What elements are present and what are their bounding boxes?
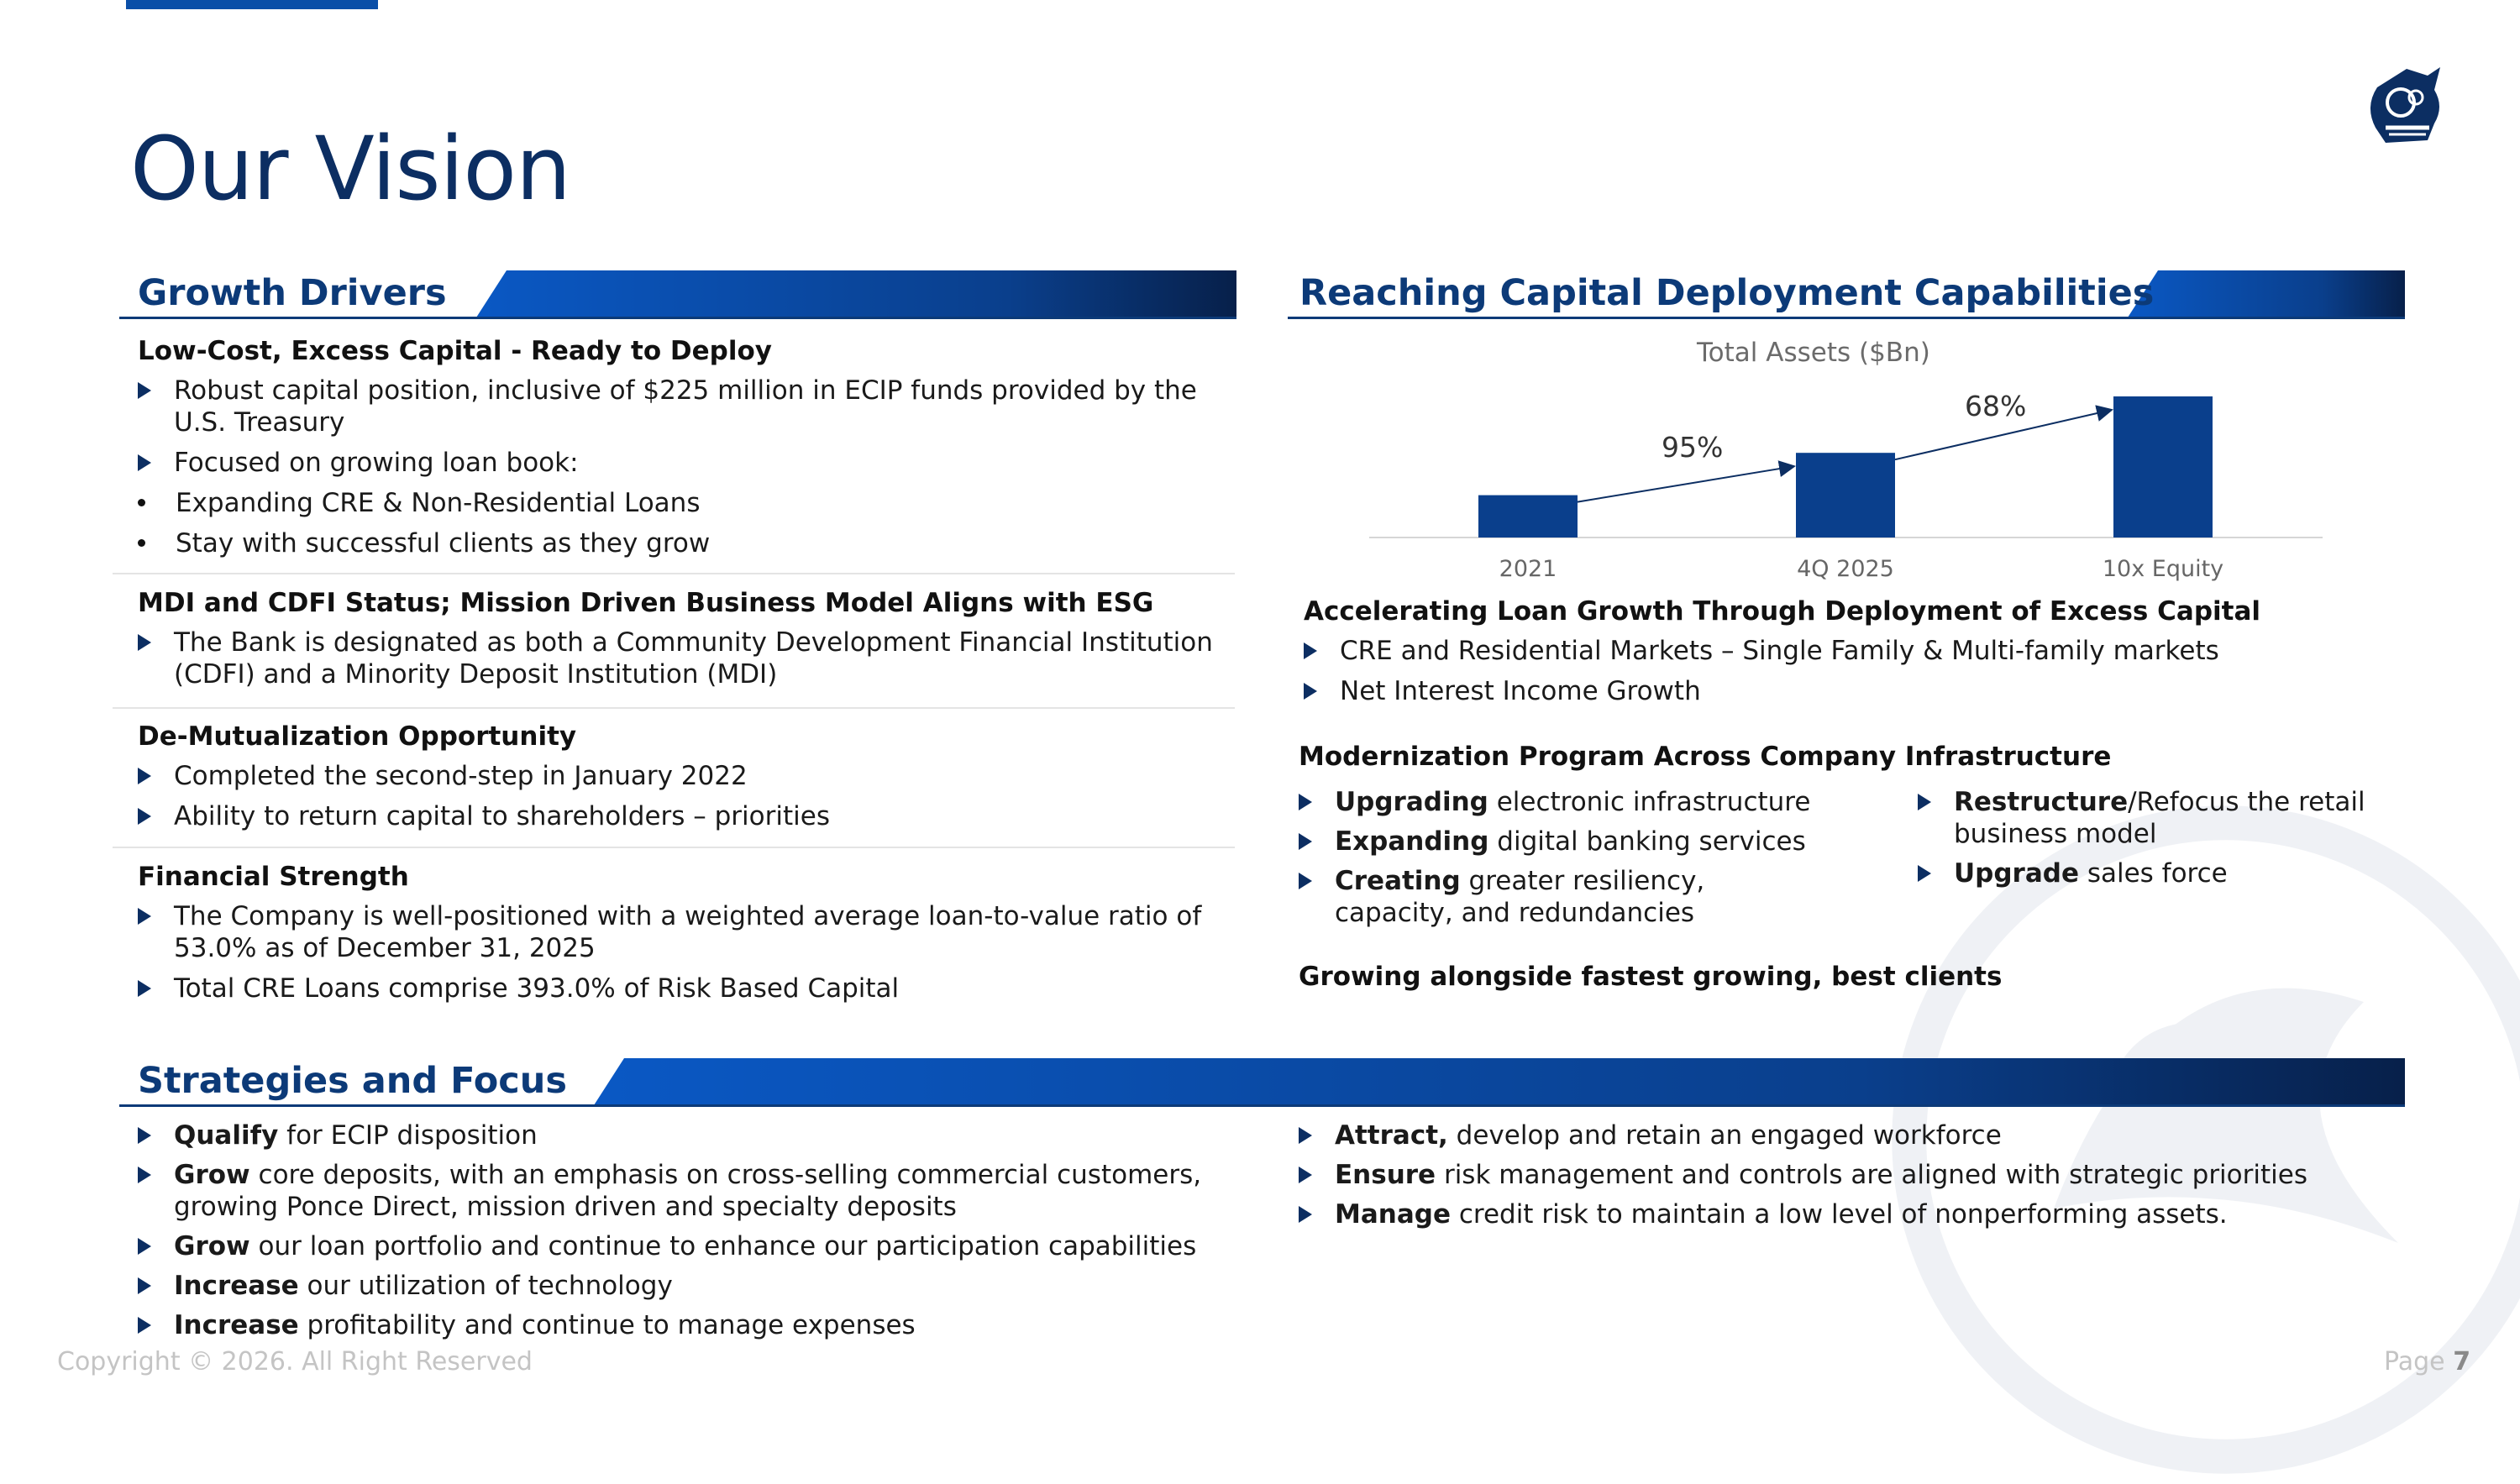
sub-list-item: Stay with successful clients as they gro…	[138, 527, 1221, 559]
list-item: Grow our loan portfolio and continue to …	[138, 1230, 1230, 1262]
list-item: Grow core deposits, with an emphasis on …	[138, 1159, 1230, 1223]
modernization-col-1: Upgrading electronic infrastructure Expa…	[1299, 786, 1836, 929]
list-item: Ensure risk management and controls are …	[1299, 1159, 2391, 1191]
growth-label: 95%	[1662, 431, 1724, 464]
growth-arrow	[1894, 405, 2113, 461]
company-logo	[2370, 67, 2440, 143]
capital-deployment-header: Reaching Capital Deployment Capabilities	[1288, 269, 2405, 319]
triangle-bullet-icon	[138, 908, 151, 925]
bar	[1796, 453, 1895, 537]
group-title: Modernization Program Across Company Inf…	[1299, 742, 2112, 772]
copyright-footer: Copyright © 2026. All Right Reserved	[57, 1347, 533, 1377]
list-item: Restructure/Refocus the retail business …	[1918, 786, 2405, 850]
triangle-bullet-icon	[138, 768, 151, 784]
triangle-bullet-icon	[138, 808, 151, 825]
list-item: Net Interest Income Growth	[1304, 675, 2396, 707]
accel-block: Accelerating Loan Growth Through Deploym…	[1304, 596, 2396, 707]
bar	[2113, 396, 2213, 537]
triangle-bullet-icon	[1299, 873, 1312, 889]
header-band	[2128, 270, 2405, 317]
divider	[113, 847, 1235, 848]
list-item: Attract, develop and retain an engaged w…	[1299, 1120, 2391, 1151]
list-item: Total CRE Loans comprise 393.0% of Risk …	[138, 973, 1221, 1004]
triangle-bullet-icon	[138, 1277, 151, 1294]
section-title: Strategies and Focus	[138, 1060, 567, 1102]
divider	[113, 707, 1235, 709]
list-item: Expanding digital banking services	[1299, 826, 1836, 857]
group-title: De-Mutualization Opportunity	[138, 721, 577, 752]
triangle-bullet-icon	[1299, 1167, 1312, 1183]
growth-drivers-body: Low-Cost, Excess Capital - Ready to Depl…	[138, 336, 1221, 559]
growth-label: 68%	[1965, 390, 2027, 422]
triangle-bullet-icon	[1918, 794, 1931, 810]
triangle-bullet-icon	[1304, 642, 1317, 659]
group-title: Accelerating Loan Growth Through Deploym…	[1304, 596, 2261, 627]
triangle-bullet-icon	[1299, 1127, 1312, 1144]
list-item: Upgrading electronic infrastructure	[1299, 786, 1836, 818]
list-item: Ability to return capital to shareholder…	[138, 800, 1221, 832]
list-item: Creating greater resiliency, capacity, a…	[1299, 865, 1805, 929]
strategies-header: Strategies and Focus	[119, 1057, 2405, 1107]
x-tick-label: 10x Equity	[2102, 556, 2224, 582]
triangle-bullet-icon	[138, 1238, 151, 1255]
triangle-bullet-icon	[138, 980, 151, 997]
section-title: Growth Drivers	[138, 272, 447, 314]
triangle-bullet-icon	[1299, 1206, 1312, 1223]
group-title: Low-Cost, Excess Capital - Ready to Depl…	[138, 336, 773, 366]
group-title: MDI and CDFI Status; Mission Driven Busi…	[138, 588, 1154, 618]
list-item: The Bank is designated as both a Communi…	[138, 627, 1221, 690]
divider	[113, 573, 1235, 574]
strategies-right: Attract, develop and retain an engaged w…	[1299, 1120, 2391, 1230]
page-title: Our Vision	[130, 118, 571, 220]
list-item: Robust capital position, inclusive of $2…	[138, 375, 1221, 438]
growth-drivers-body: De-Mutualization Opportunity Completed t…	[138, 721, 1221, 832]
list-item: Qualify for ECIP disposition	[138, 1120, 1230, 1151]
section-title: Reaching Capital Deployment Capabilities	[1299, 272, 2155, 314]
dot-bullet-icon	[138, 499, 145, 506]
page-number: Page 7	[2384, 1347, 2471, 1377]
top-accent-bar	[126, 0, 378, 9]
triangle-bullet-icon	[1304, 683, 1317, 700]
list-item: Completed the second-step in January 202…	[138, 760, 1221, 792]
growth-drivers-body: MDI and CDFI Status; Mission Driven Busi…	[138, 588, 1221, 690]
header-band	[594, 1058, 2405, 1105]
list-item: The Company is well-positioned with a we…	[138, 900, 1221, 964]
sub-list-item: Expanding CRE & Non-Residential Loans	[138, 487, 1221, 519]
triangle-bullet-icon	[138, 1127, 151, 1144]
header-rule	[119, 317, 1236, 319]
group-title: Financial Strength	[138, 862, 409, 892]
list-item: Increase our utilization of technology	[138, 1270, 1230, 1302]
modernization-col-2: Restructure/Refocus the retail business …	[1918, 786, 2405, 889]
triangle-bullet-icon	[1918, 865, 1931, 882]
triangle-bullet-icon	[138, 1167, 151, 1183]
triangle-bullet-icon	[138, 634, 151, 651]
bar	[1478, 495, 1578, 537]
x-tick-label: 2021	[1499, 556, 1557, 582]
triangle-bullet-icon	[1299, 833, 1312, 850]
triangle-bullet-icon	[138, 382, 151, 399]
triangle-bullet-icon	[1299, 794, 1312, 810]
list-item: CRE and Residential Markets – Single Fam…	[1304, 635, 2396, 667]
list-item: Manage credit risk to maintain a low lev…	[1299, 1198, 2391, 1230]
growth-drivers-body: Financial Strength The Company is well-p…	[138, 862, 1221, 1004]
growth-arrow	[1577, 460, 1796, 503]
chart-title: Total Assets ($Bn)	[1697, 338, 1930, 368]
growing-statement: Growing alongside fastest growing, best …	[1299, 962, 2003, 992]
list-item: Increase profitability and continue to m…	[138, 1309, 1230, 1341]
list-item: Focused on growing loan book:	[138, 447, 1221, 479]
triangle-bullet-icon	[138, 1317, 151, 1334]
growth-drivers-header: Growth Drivers	[119, 269, 1236, 319]
header-rule	[119, 1104, 2405, 1107]
triangle-bullet-icon	[138, 454, 151, 471]
strategies-left: Qualify for ECIP disposition Grow core d…	[138, 1120, 1230, 1341]
header-rule	[1288, 317, 2405, 319]
total-assets-chart	[1369, 396, 2323, 538]
header-band	[476, 270, 1236, 317]
list-item: Upgrade sales force	[1918, 857, 2405, 889]
dot-bullet-icon	[138, 539, 145, 547]
x-tick-label: 4Q 2025	[1797, 556, 1894, 582]
